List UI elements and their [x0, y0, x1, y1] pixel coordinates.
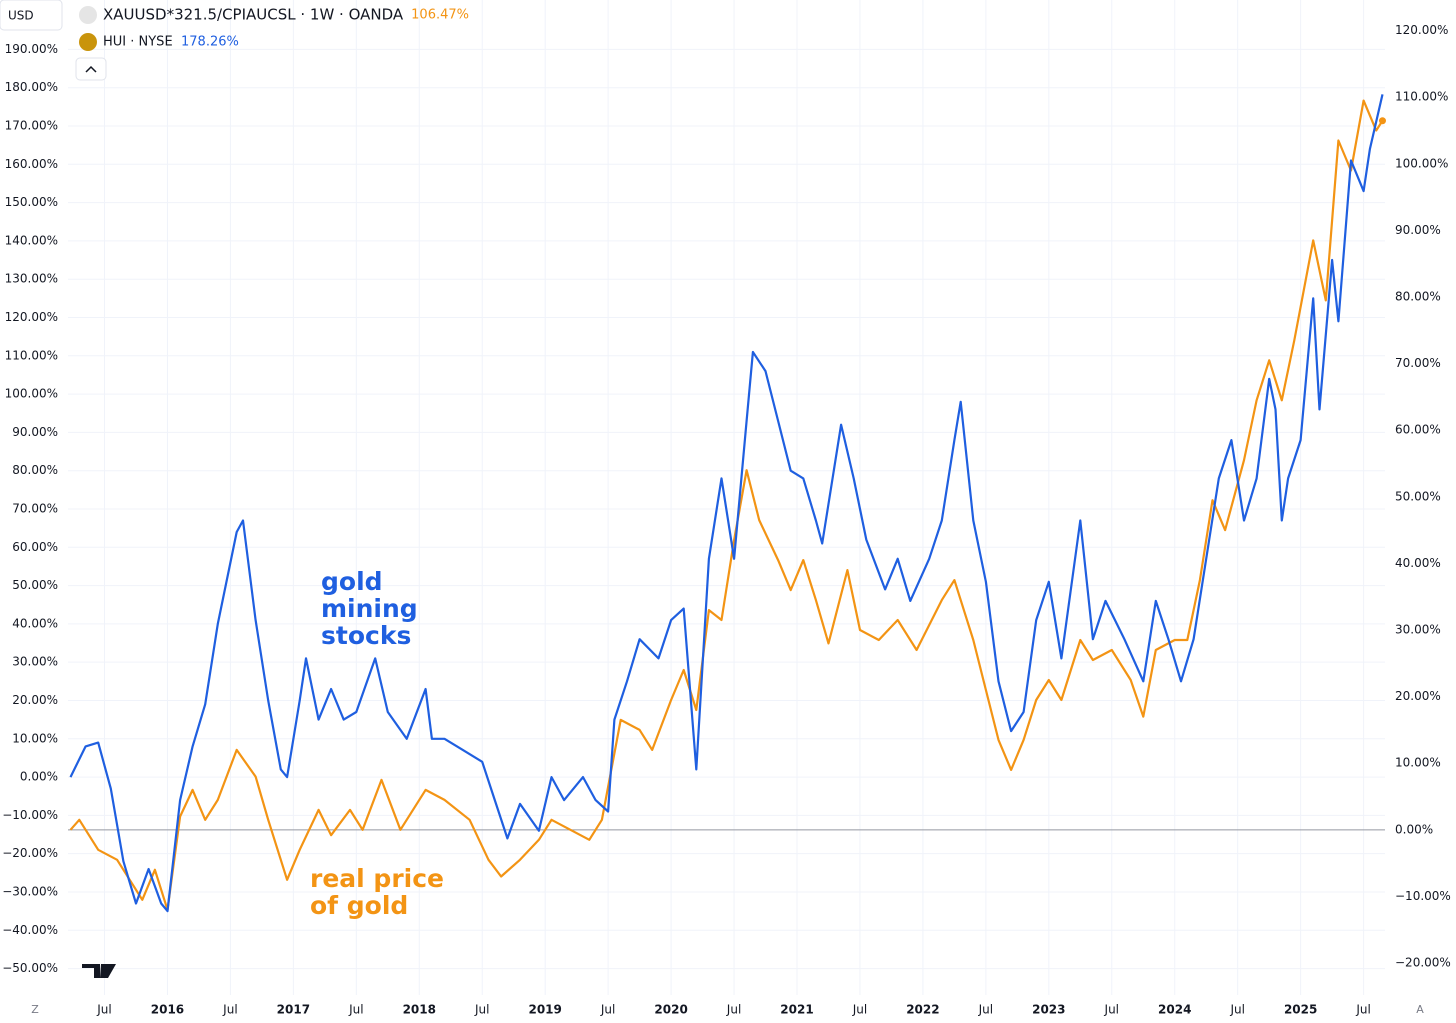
- y-tick-label: 90.00%: [12, 425, 58, 439]
- y-tick-label: 0.00%: [20, 770, 58, 784]
- compare-last-value: 178.26%: [181, 35, 239, 50]
- auto-button[interactable]: A: [1416, 1003, 1424, 1016]
- y-tick-label: 140.00%: [5, 233, 58, 247]
- collapse-icon: [85, 65, 97, 73]
- series-line: [69, 99, 1384, 911]
- x-tick-label: Jul: [600, 1003, 615, 1017]
- x-tick-label: 2019: [528, 1003, 561, 1017]
- x-tick-label: Jul: [726, 1003, 741, 1017]
- x-tick-label: Jul: [852, 1003, 867, 1017]
- x-tick-label: Jul: [978, 1003, 993, 1017]
- y-tick-label: −30.00%: [2, 884, 58, 898]
- y-tick-label: 80.00%: [12, 463, 58, 477]
- y2-tick-label: −20.00%: [1395, 956, 1451, 970]
- annotation: real price: [310, 864, 444, 893]
- x-tick-label: 2024: [1158, 1003, 1191, 1017]
- annotation: of gold: [310, 891, 408, 920]
- y2-tick-label: 70.00%: [1395, 356, 1441, 370]
- x-tick-label: 2021: [780, 1003, 813, 1017]
- x-tick-label: Jul: [348, 1003, 363, 1017]
- main-last-value: 106.47%: [411, 8, 469, 23]
- x-tick-label: 2025: [1284, 1003, 1317, 1017]
- last-point: [1378, 117, 1386, 125]
- y-tick-label: 110.00%: [5, 348, 58, 362]
- symbol-icon: [79, 6, 97, 24]
- y-tick-label: 60.00%: [12, 540, 58, 554]
- y2-tick-label: 30.00%: [1395, 623, 1441, 637]
- y-tick-label: 120.00%: [5, 310, 58, 324]
- y2-tick-label: 20.00%: [1395, 689, 1441, 703]
- y-tick-label: 10.00%: [12, 731, 58, 745]
- x-tick-label: 2017: [277, 1003, 310, 1017]
- annotation: stocks: [321, 621, 411, 650]
- y-tick-label: −20.00%: [2, 846, 58, 860]
- y-tick-label: 170.00%: [5, 119, 58, 133]
- currency-button[interactable]: [0, 0, 63, 31]
- x-tick-label: Jul: [222, 1003, 237, 1017]
- x-tick-label: Jul: [1229, 1003, 1244, 1017]
- annotation: gold: [321, 567, 383, 596]
- compare-icon: [79, 33, 97, 51]
- y-tick-label: −40.00%: [2, 923, 58, 937]
- y2-tick-label: 60.00%: [1395, 423, 1441, 437]
- main-symbol: XAUUSD*321.5/CPIAUCSL · 1W · OANDA: [103, 6, 404, 24]
- x-tick-label: Jul: [474, 1003, 489, 1017]
- x-tick-label: Jul: [1104, 1003, 1119, 1017]
- y2-tick-label: 110.00%: [1395, 90, 1448, 104]
- logo: [82, 964, 116, 978]
- y-tick-label: 20.00%: [12, 693, 58, 707]
- y-tick-label: 160.00%: [5, 157, 58, 171]
- y2-tick-label: 80.00%: [1395, 290, 1441, 304]
- y2-tick-label: 40.00%: [1395, 556, 1441, 570]
- y-tick-label: −10.00%: [2, 808, 58, 822]
- y-tick-label: 100.00%: [5, 387, 58, 401]
- x-tick-label: Jul: [1355, 1003, 1370, 1017]
- y-tick-label: 150.00%: [5, 195, 58, 209]
- x-tick-label: 2022: [906, 1003, 939, 1017]
- y-tick-label: 40.00%: [12, 616, 58, 630]
- y2-tick-label: 0.00%: [1395, 822, 1433, 836]
- compare-symbol: HUI · NYSE: [103, 35, 173, 50]
- y2-tick-label: 10.00%: [1395, 756, 1441, 770]
- x-tick-label: 2020: [654, 1003, 687, 1017]
- y-tick-label: 180.00%: [5, 80, 58, 94]
- y2-tick-label: −10.00%: [1395, 889, 1451, 903]
- x-tick-label: 2023: [1032, 1003, 1065, 1017]
- y-tick-label: 70.00%: [12, 501, 58, 515]
- y-tick-label: 30.00%: [12, 655, 58, 669]
- y-tick-label: −50.00%: [2, 961, 58, 975]
- x-tick-label: Jul: [96, 1003, 111, 1017]
- y2-tick-label: 120.00%: [1395, 23, 1448, 37]
- annotation: mining: [321, 594, 418, 623]
- series-line: [69, 94, 1384, 913]
- y2-tick-label: 50.00%: [1395, 489, 1441, 503]
- x-tick-label: 2018: [403, 1003, 436, 1017]
- zoom-button[interactable]: Z: [31, 1003, 39, 1016]
- y2-tick-label: 100.00%: [1395, 156, 1448, 170]
- y2-tick-label: 90.00%: [1395, 223, 1441, 237]
- y-tick-label: 130.00%: [5, 272, 58, 286]
- y-tick-label: 190.00%: [5, 42, 58, 56]
- y-tick-label: 50.00%: [12, 578, 58, 592]
- currency[interactable]: USD: [8, 9, 34, 23]
- x-tick-label: 2016: [151, 1003, 184, 1017]
- collapse-button[interactable]: [75, 57, 107, 81]
